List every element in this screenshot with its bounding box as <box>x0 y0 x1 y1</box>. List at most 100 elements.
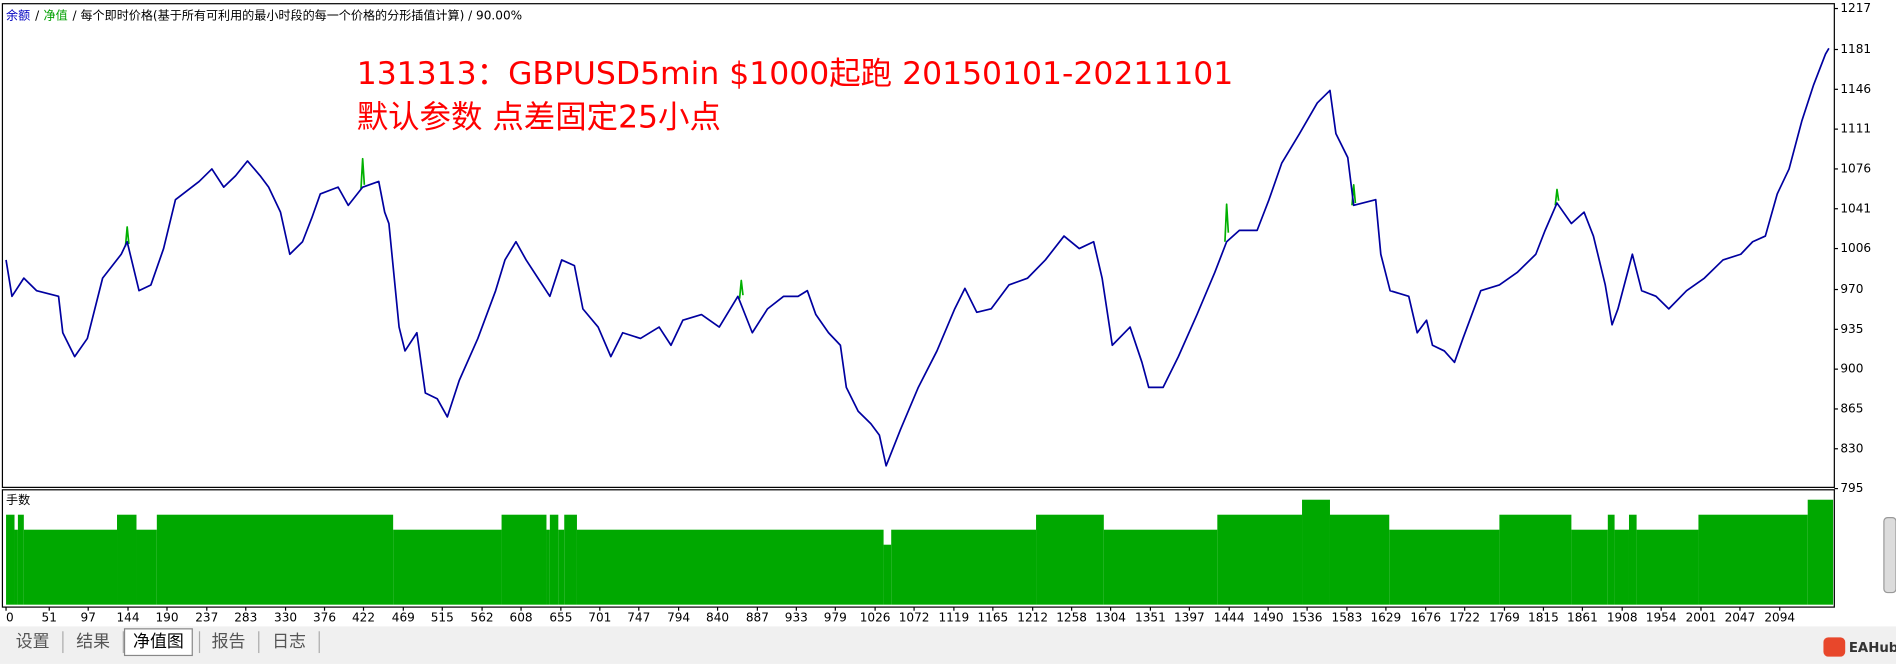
x-tick-label: 747 <box>627 610 650 624</box>
lots-label: 手数 <box>6 492 30 507</box>
y-tick-label: 1006 <box>1840 241 1871 255</box>
lot-bar <box>1036 514 1104 605</box>
x-tick-label: 1351 <box>1135 610 1166 624</box>
tab[interactable]: 报告 <box>212 631 246 651</box>
lot-bar <box>1614 529 1629 605</box>
lot-bar <box>1807 499 1834 605</box>
tab[interactable]: 结果 <box>76 631 110 651</box>
x-tick-label: 51 <box>42 610 57 624</box>
series-line <box>5 47 1830 467</box>
x-tick-label: 1861 <box>1567 610 1598 624</box>
y-tick-label: 1146 <box>1840 82 1871 96</box>
y-tick-label: 935 <box>1840 322 1863 336</box>
x-tick-label: 1397 <box>1174 610 1205 624</box>
x-tick-label: 2094 <box>1764 610 1795 624</box>
x-tick-label: 608 <box>510 610 533 624</box>
x-tick-label: 1908 <box>1607 610 1638 624</box>
legend-equity: 净值 <box>44 7 68 22</box>
scroll-handle[interactable] <box>1883 517 1896 594</box>
lot-bar <box>1103 529 1218 605</box>
tab-bar <box>0 626 1896 664</box>
lot-bar <box>546 529 550 605</box>
x-tick-label: 376 <box>313 610 336 624</box>
x-tick-label: 422 <box>352 610 375 624</box>
x-tick-label: 701 <box>588 610 611 624</box>
lot-bar <box>1217 514 1303 605</box>
x-tick-label: 1165 <box>977 610 1008 624</box>
lot-bar <box>558 529 565 605</box>
x-tick-label: 1258 <box>1056 610 1087 624</box>
tab[interactable]: 设置 <box>16 631 50 651</box>
watermark: EAHub <box>1849 641 1896 656</box>
legend-balance: 余额 <box>6 7 30 22</box>
x-tick-label: 283 <box>234 610 257 624</box>
lot-bar <box>393 529 502 605</box>
x-tick-label: 190 <box>155 610 178 624</box>
lot-bar <box>156 514 394 605</box>
lot-bar <box>891 529 1037 605</box>
x-tick-label: 887 <box>746 610 769 624</box>
lot-bar <box>1389 529 1500 605</box>
x-tick-label: 1072 <box>899 610 930 624</box>
lot-bar <box>576 529 884 605</box>
x-tick-label: 655 <box>549 610 572 624</box>
y-tick-label: 830 <box>1840 441 1863 455</box>
x-tick-label: 1304 <box>1095 610 1126 624</box>
x-tick-label: 469 <box>392 610 415 624</box>
x-tick-label: 1583 <box>1332 610 1363 624</box>
x-tick-label: 1212 <box>1017 610 1048 624</box>
lot-bar <box>1607 514 1615 605</box>
x-tick-label: 330 <box>274 610 297 624</box>
x-tick-label: 1490 <box>1253 610 1284 624</box>
lot-bar <box>564 514 577 605</box>
y-tick-label: 1181 <box>1840 42 1871 56</box>
series-line <box>124 157 1560 299</box>
x-tick-label: 794 <box>667 610 690 624</box>
lot-bar <box>1636 529 1699 605</box>
x-tick-label: 97 <box>81 610 96 624</box>
y-tick-label: 900 <box>1840 362 1863 376</box>
annotation: 默认参数 点差固定25小点 <box>357 100 721 136</box>
y-tick-label: 865 <box>1840 401 1863 415</box>
x-tick-label: 144 <box>116 610 139 624</box>
x-tick-label: 840 <box>706 610 729 624</box>
lot-bar <box>883 544 892 605</box>
tab[interactable]: 日志 <box>272 631 306 651</box>
lot-bar <box>1329 514 1390 605</box>
x-tick-label: 562 <box>471 610 494 624</box>
x-tick-label: 0 <box>6 610 14 624</box>
x-tick-label: 2001 <box>1686 610 1717 624</box>
x-tick-label: 1769 <box>1489 610 1520 624</box>
lot-bar <box>1628 514 1637 605</box>
x-tick-label: 1026 <box>860 610 891 624</box>
x-tick-label: 1954 <box>1646 610 1677 624</box>
x-tick-label: 1815 <box>1528 610 1559 624</box>
lot-bar <box>117 514 137 605</box>
lot-bar <box>136 529 157 605</box>
legend-separator: / <box>35 8 40 22</box>
tab-active[interactable] <box>123 628 193 657</box>
x-tick-label: 1676 <box>1410 610 1441 624</box>
lot-bar <box>1499 514 1572 605</box>
annotation: 131313：GBPUSD5min $1000起跑 20150101-20211… <box>357 56 1234 92</box>
plot <box>5 47 1834 605</box>
y-tick-label: 1111 <box>1840 122 1871 136</box>
lot-bar <box>1302 499 1330 605</box>
lot-bar <box>549 514 559 605</box>
tab[interactable]: 净值图 <box>133 631 184 651</box>
x-tick-label: 979 <box>824 610 847 624</box>
x-tick-label: 1119 <box>939 610 970 624</box>
lot-bar <box>501 514 547 605</box>
logo-icon <box>1823 637 1846 657</box>
subtitle: / 每个即时价格(基于所有可利用的最小时段的每一个价格的分形插值计算) / 90… <box>73 7 523 22</box>
lot-bar <box>6 514 15 605</box>
lot-bar <box>1698 514 1808 605</box>
x-tick-label: 1536 <box>1292 610 1323 624</box>
y-tick-label: 795 <box>1840 481 1863 495</box>
x-tick-label: 1629 <box>1371 610 1402 624</box>
x-tick-label: 933 <box>785 610 808 624</box>
x-tick-label: 2047 <box>1725 610 1756 624</box>
main-panel <box>1 3 1835 488</box>
y-tick-label: 970 <box>1840 282 1863 296</box>
